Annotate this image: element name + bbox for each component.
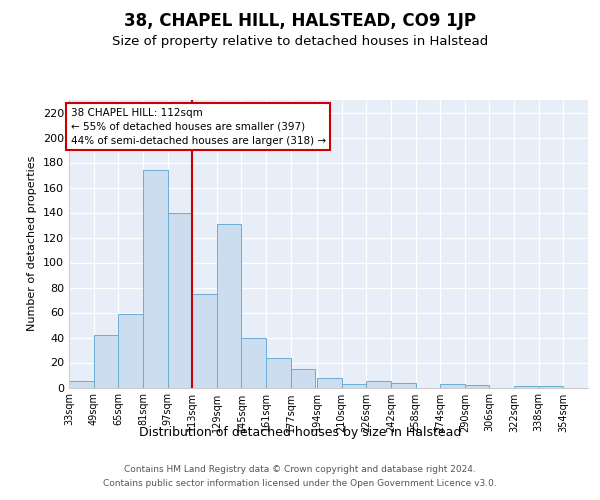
Text: Distribution of detached houses by size in Halstead: Distribution of detached houses by size … [139, 426, 461, 439]
Bar [440, 384, 465, 388]
Bar [69, 381, 94, 388]
Bar [341, 384, 366, 388]
Text: 38, CHAPEL HILL, HALSTEAD, CO9 1JP: 38, CHAPEL HILL, HALSTEAD, CO9 1JP [124, 12, 476, 30]
Bar [143, 170, 167, 388]
Text: 38 CHAPEL HILL: 112sqm
← 55% of detached houses are smaller (397)
44% of semi-de: 38 CHAPEL HILL: 112sqm ← 55% of detached… [71, 108, 326, 146]
Bar [217, 224, 241, 388]
Bar [465, 385, 490, 388]
Bar [167, 212, 192, 388]
Bar [317, 378, 341, 388]
Bar [266, 358, 291, 388]
Bar [118, 314, 143, 388]
Bar [391, 382, 416, 388]
Bar [94, 335, 118, 388]
Bar [291, 369, 316, 388]
Y-axis label: Number of detached properties: Number of detached properties [28, 156, 37, 332]
Bar [241, 338, 266, 388]
Bar [539, 386, 563, 388]
Bar [514, 386, 539, 388]
Text: Size of property relative to detached houses in Halstead: Size of property relative to detached ho… [112, 35, 488, 48]
Text: Contains HM Land Registry data © Crown copyright and database right 2024.
Contai: Contains HM Land Registry data © Crown c… [103, 466, 497, 487]
Bar [192, 294, 217, 388]
Bar [366, 381, 391, 388]
